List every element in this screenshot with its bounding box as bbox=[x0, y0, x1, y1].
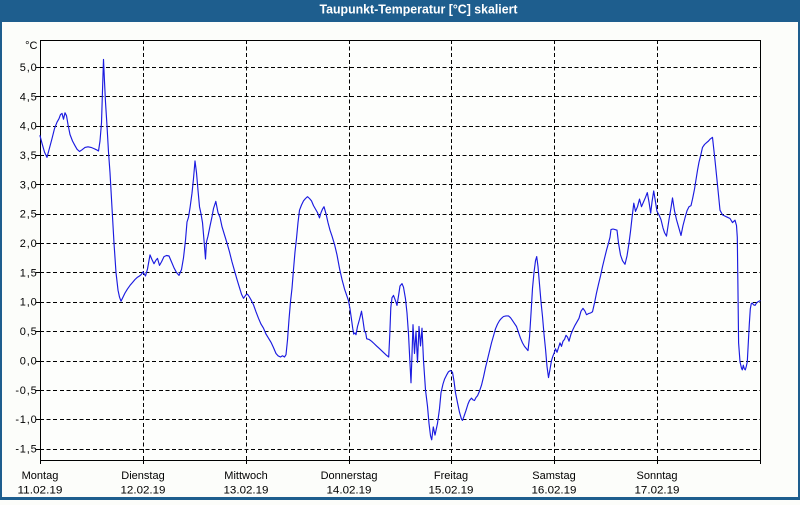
svg-text:11.02.19: 11.02.19 bbox=[18, 485, 63, 497]
svg-text:Freitag: Freitag bbox=[434, 470, 468, 482]
svg-text:Donnerstag: Donnerstag bbox=[321, 470, 378, 482]
svg-text:Montag: Montag bbox=[22, 470, 59, 482]
svg-text:0,5: 0,5 bbox=[20, 326, 38, 338]
svg-text:12.02.19: 12.02.19 bbox=[121, 485, 166, 497]
svg-text:4,5: 4,5 bbox=[20, 91, 38, 103]
svg-text:13.02.19: 13.02.19 bbox=[224, 485, 269, 497]
svg-text:14.02.19: 14.02.19 bbox=[327, 485, 372, 497]
svg-text:°C: °C bbox=[25, 40, 37, 52]
svg-text:0,0: 0,0 bbox=[20, 355, 38, 367]
svg-text:1,0: 1,0 bbox=[20, 297, 38, 309]
svg-text:3,0: 3,0 bbox=[20, 179, 38, 191]
svg-text:-0,5: -0,5 bbox=[15, 385, 37, 397]
svg-text:17.02.19: 17.02.19 bbox=[635, 485, 680, 497]
svg-text:4,0: 4,0 bbox=[20, 121, 38, 133]
svg-text:Dienstag: Dienstag bbox=[121, 470, 164, 482]
svg-text:-1,5: -1,5 bbox=[15, 444, 37, 456]
svg-text:Mittwoch: Mittwoch bbox=[224, 470, 267, 482]
svg-text:2,0: 2,0 bbox=[20, 238, 38, 250]
svg-text:-1,0: -1,0 bbox=[15, 414, 37, 426]
svg-text:Sonntag: Sonntag bbox=[637, 470, 678, 482]
svg-text:1,5: 1,5 bbox=[20, 267, 38, 279]
svg-text:3,5: 3,5 bbox=[20, 150, 38, 162]
svg-text:Samstag: Samstag bbox=[532, 470, 575, 482]
svg-text:15.02.19: 15.02.19 bbox=[429, 485, 474, 497]
svg-text:5,0: 5,0 bbox=[20, 62, 38, 74]
svg-text:2,5: 2,5 bbox=[20, 209, 38, 221]
svg-text:16.02.19: 16.02.19 bbox=[532, 485, 577, 497]
svg-text:Taupunkt-Temperatur [°C] skali: Taupunkt-Temperatur [°C] skaliert bbox=[320, 2, 519, 17]
